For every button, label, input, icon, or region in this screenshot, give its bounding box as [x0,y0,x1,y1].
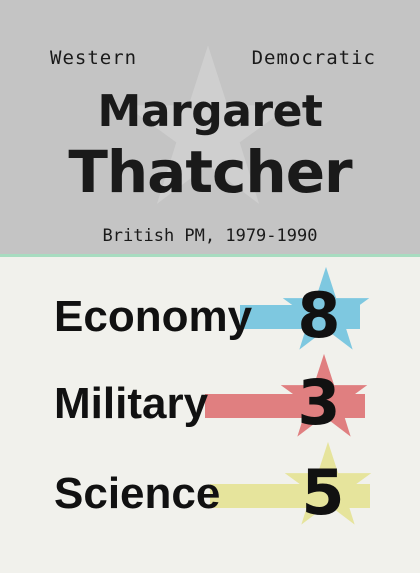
star-icon [284,441,372,525]
stat-science: Science 5 [0,441,420,538]
stat-label: Economy [54,292,253,341]
stat-value: 8 [297,279,341,352]
stat-economy: Economy 8 [0,266,420,363]
stat-label: Military [54,379,209,428]
ideology-tag: Western [50,47,138,69]
leader-subtitle: British PM, 1979-1990 [102,226,318,246]
stat-label: Science [54,469,221,518]
leader-last-name: Thatcher [68,138,352,206]
card-header: Western Democratic Margaret Thatcher Bri… [0,0,420,257]
stat-value: 3 [297,366,341,439]
star-icon [125,45,291,204]
leader-first-name: Margaret [97,86,323,137]
government-tag: Democratic [251,47,376,69]
star-icon [282,266,370,350]
stat-military: Military 3 [0,353,420,450]
star-icon [280,353,368,437]
stat-value: 5 [301,456,345,529]
